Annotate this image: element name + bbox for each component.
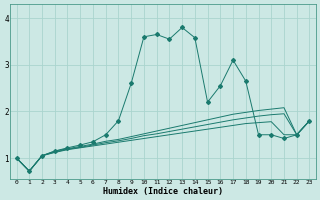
X-axis label: Humidex (Indice chaleur): Humidex (Indice chaleur) [103,187,223,196]
